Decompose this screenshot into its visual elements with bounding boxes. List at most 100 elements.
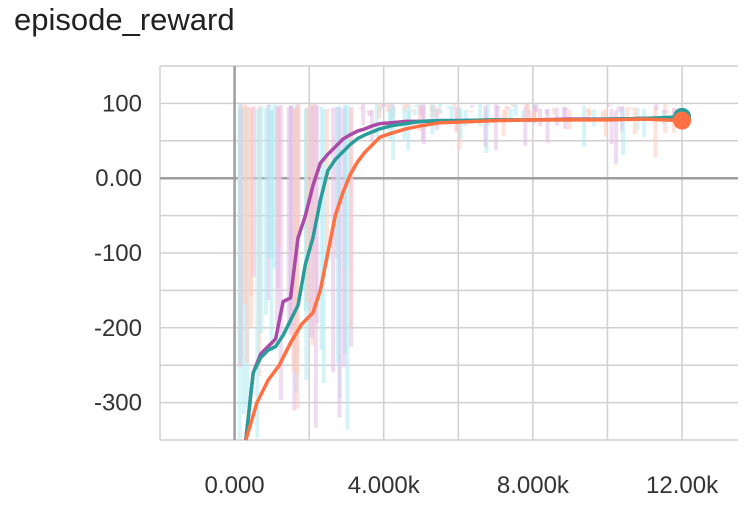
raw-data-band	[406, 110, 411, 151]
raw-data-band	[510, 104, 515, 108]
raw-data-band	[249, 107, 254, 297]
raw-data-band	[561, 106, 566, 121]
raw-data-band	[452, 107, 457, 110]
raw-data-band	[309, 105, 314, 338]
raw-data-band	[483, 105, 488, 147]
raw-data-band	[269, 110, 274, 353]
raw-data-band	[504, 105, 509, 119]
raw-data-band	[289, 105, 294, 326]
series-line-3	[244, 117, 683, 441]
raw-data-band	[452, 104, 457, 107]
raw-data-band	[621, 108, 626, 156]
raw-data-band	[463, 110, 468, 127]
raw-data-band	[367, 110, 372, 117]
raw-data-band	[446, 106, 451, 109]
raw-data-band	[237, 104, 242, 364]
raw-data-band	[414, 105, 419, 108]
raw-data-band	[520, 110, 525, 121]
raw-data-band	[629, 107, 634, 110]
raw-data-band	[365, 110, 370, 113]
y-tick-label: 0.00	[95, 165, 142, 192]
raw-data-band	[536, 108, 541, 111]
raw-data-band	[336, 107, 341, 363]
raw-data-band	[251, 106, 256, 277]
raw-data-band	[390, 105, 395, 108]
raw-data-band	[418, 106, 423, 116]
raw-data-band	[545, 109, 550, 143]
series-end-marker	[673, 111, 692, 130]
raw-data-band	[456, 108, 461, 118]
raw-data-band	[495, 105, 500, 109]
raw-data-band	[324, 108, 329, 262]
y-tick-label: -100	[94, 240, 142, 267]
raw-data-band	[653, 106, 658, 158]
x-tick-label: 12.00k	[646, 472, 719, 499]
raw-data-band	[321, 109, 326, 384]
raw-data-band	[420, 105, 425, 142]
raw-data-band	[361, 103, 366, 126]
raw-data-band	[417, 104, 422, 107]
raw-data-band	[348, 108, 353, 327]
raw-data-band	[438, 103, 443, 108]
raw-data-band	[493, 104, 498, 151]
raw-data-band	[524, 103, 529, 106]
raw-data-band	[616, 106, 621, 112]
raw-data-band	[654, 103, 659, 111]
raw-data-band	[377, 103, 382, 119]
raw-data-band	[603, 108, 608, 137]
raw-data-band	[544, 109, 549, 115]
raw-data-band	[625, 106, 630, 117]
raw-data-band	[586, 107, 591, 122]
raw-data-band	[468, 110, 473, 113]
raw-data-band	[267, 104, 272, 258]
end-markers	[673, 107, 692, 130]
raw-data-band	[413, 109, 418, 116]
raw-data-band	[554, 107, 559, 126]
raw-data-band	[662, 110, 667, 113]
raw-data-band	[272, 104, 277, 269]
raw-data-band	[609, 109, 614, 145]
raw-data-band	[614, 110, 619, 165]
raw-data-band	[264, 108, 269, 315]
raw-data-band	[291, 108, 296, 372]
y-tick-label: -200	[94, 315, 142, 342]
raw-data-band	[319, 106, 324, 351]
x-tick-label: 4.000k	[348, 472, 421, 499]
raw-data-band	[600, 110, 605, 122]
raw-data-band	[385, 104, 390, 113]
chart-title: episode_reward	[14, 2, 235, 37]
raw-data-band	[331, 107, 336, 373]
raw-data-band	[255, 109, 260, 439]
raw-data-band	[525, 105, 530, 121]
raw-data-band	[532, 105, 537, 124]
x-tick-label: 0.000	[205, 472, 265, 499]
raw-data-band	[551, 108, 556, 115]
raw-data-band	[538, 108, 543, 127]
raw-data-band	[244, 105, 249, 363]
raw-data-band	[278, 104, 283, 400]
raw-data-band	[381, 104, 386, 107]
raw-data-band	[642, 109, 647, 138]
raw-data-band	[607, 104, 612, 107]
raw-data-band	[523, 106, 528, 146]
raw-data-band	[582, 105, 587, 147]
raw-data-band	[506, 107, 511, 110]
raw-data-band	[470, 105, 475, 108]
raw-data-band	[345, 105, 350, 430]
y-tick-label: -300	[94, 390, 142, 417]
raw-data-band	[438, 109, 443, 114]
raw-data-band	[513, 104, 518, 116]
y-tick-label: 100	[102, 90, 142, 117]
raw-data-band	[435, 109, 440, 112]
raw-data-band	[259, 106, 264, 334]
raw-data-band	[402, 104, 407, 111]
raw-data-band	[534, 104, 539, 113]
raw-data-band	[449, 105, 454, 120]
series-lines	[244, 115, 683, 441]
raw-data-band	[374, 103, 379, 137]
raw-data-band	[478, 103, 483, 127]
raw-data-band	[417, 105, 422, 132]
raw-data-band	[286, 106, 291, 329]
x-tick-label: 8.000k	[497, 472, 570, 499]
